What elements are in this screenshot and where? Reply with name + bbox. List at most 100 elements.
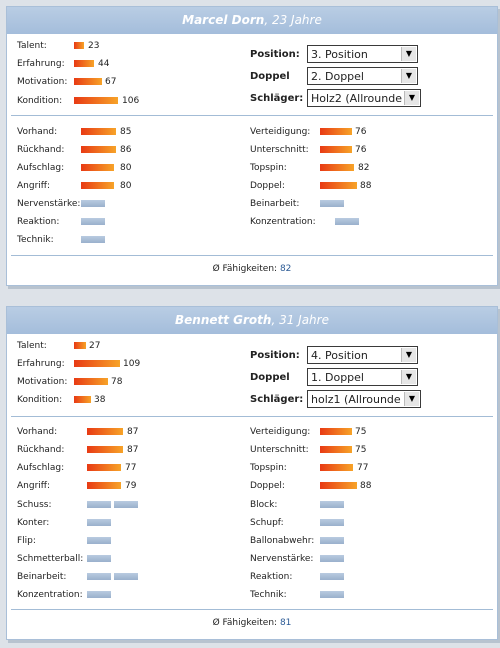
skill-row: Vorhand: 85 [17, 126, 237, 138]
skill-bar-hidden [87, 519, 111, 526]
skill-value: 85 [120, 127, 132, 137]
skill-label: Vorhand: [17, 127, 58, 137]
chevron-down-icon: ▼ [401, 348, 416, 362]
skill-row: Block: [250, 499, 490, 511]
skill-value: 75 [355, 445, 367, 455]
skill-bar [320, 464, 353, 471]
stat-row: Erfahrung: 109 [17, 358, 217, 370]
skill-value: 80 [120, 181, 132, 191]
skill-bar-hidden [320, 573, 344, 580]
skill-label: Schupf: [250, 518, 284, 528]
skill-label: Reaktion: [17, 217, 60, 227]
skill-label: Unterschnitt: [250, 145, 309, 155]
skill-row: Ballonabwehr: [250, 535, 490, 547]
skill-bar-hidden [87, 537, 111, 544]
skill-bar-hidden [81, 218, 105, 225]
stat-value: 38 [94, 395, 106, 405]
skill-row: Aufschlag: 80 [17, 162, 237, 174]
skill-label: Topspin: [250, 463, 287, 473]
skill-row: Technik: [17, 234, 237, 246]
stat-label: Motivation: [17, 377, 68, 387]
skill-label: Beinarbeit: [17, 572, 67, 582]
skill-row: Beinarbeit: [250, 198, 490, 210]
skill-bar [87, 464, 121, 471]
skill-bar [320, 128, 352, 135]
doppel-select-value: 1. Doppel [311, 371, 364, 384]
player-card: Marcel Dorn, 23 Jahre Talent: 23 Erfahru… [6, 6, 498, 286]
skill-value: 88 [360, 181, 372, 191]
player-header: Marcel Dorn, 23 Jahre [7, 7, 497, 34]
stat-row: Kondition: 106 [17, 95, 217, 107]
skill-bar-hidden [320, 537, 344, 544]
skill-value: 87 [127, 427, 139, 437]
skill-row: Unterschnitt: 76 [250, 144, 490, 156]
skill-row: Verteidigung: 76 [250, 126, 490, 138]
skill-bar [320, 146, 352, 153]
skill-row: Reaktion: [17, 216, 237, 228]
player-card: Bennett Groth, 31 Jahre Talent: 27 Erfah… [6, 306, 498, 640]
skill-label: Flip: [17, 536, 36, 546]
schlaeger-select[interactable]: Holz2 (Allrounde ▼ [307, 89, 421, 107]
skill-label: Vorhand: [17, 427, 58, 437]
skill-bar [320, 446, 352, 453]
skill-row: Rückhand: 86 [17, 144, 237, 156]
skill-row: Nervenstärke: [17, 198, 237, 210]
skill-label: Doppel: [250, 181, 285, 191]
skill-bar [320, 428, 352, 435]
skill-row: Konzentration: [17, 589, 237, 601]
skill-row: Aufschlag: 77 [17, 462, 237, 474]
stat-row: Kondition: 38 [17, 394, 217, 406]
player-age: , 31 Jahre [271, 313, 329, 327]
player-name: Marcel Dorn [182, 13, 265, 27]
schlaeger-select[interactable]: holz1 (Allrounde ▼ [307, 390, 421, 408]
skill-label: Unterschnitt: [250, 445, 309, 455]
position-select[interactable]: 3. Position ▼ [307, 45, 418, 63]
skill-bar-hidden [320, 501, 344, 508]
skill-value: 82 [358, 163, 370, 173]
average-skills: Ø Fähigkeiten: 82 [7, 264, 497, 274]
skill-row: Schupf: [250, 517, 490, 529]
skill-label: Schuss: [17, 500, 52, 510]
stat-bar [74, 78, 102, 85]
stat-label: Kondition: [17, 395, 63, 405]
skill-bar [81, 164, 114, 171]
skill-label: Beinarbeit: [250, 199, 300, 209]
skill-bar [87, 482, 121, 489]
skill-row: Technik: [250, 589, 490, 601]
position-label: Position: [250, 350, 300, 361]
stat-label: Talent: [17, 41, 47, 51]
skill-label: Nervenstärke: [17, 199, 81, 209]
position-select[interactable]: 4. Position ▼ [307, 346, 418, 364]
skill-label: Verteidigung: [250, 427, 311, 437]
skill-label: Schmetterball: [17, 554, 84, 564]
skill-value: 76 [355, 145, 367, 155]
skill-value: 76 [355, 127, 367, 137]
skill-row: Topspin: 82 [250, 162, 490, 174]
skill-value: 88 [360, 481, 372, 491]
doppel-label: Doppel [250, 372, 290, 383]
skill-label: Technik: [17, 235, 54, 245]
skill-row: Konzentration: [250, 216, 490, 228]
skill-bar-hidden [87, 501, 111, 508]
skill-bar [320, 482, 357, 489]
skill-row: Doppel: 88 [250, 180, 490, 192]
section-divider [11, 255, 493, 256]
skill-label: Block: [250, 500, 278, 510]
skill-bar-hidden [114, 573, 138, 580]
skill-row: Doppel: 88 [250, 480, 490, 492]
skill-row: Schmetterball: [17, 553, 237, 565]
stat-bar [74, 60, 94, 67]
skill-bar [81, 146, 116, 153]
skill-bar-hidden [320, 591, 344, 598]
schlaeger-label: Schläger: [250, 394, 304, 405]
doppel-select[interactable]: 1. Doppel ▼ [307, 368, 418, 386]
stat-row: Erfahrung: 44 [17, 58, 217, 70]
section-divider [11, 416, 493, 417]
schlaeger-select-value: holz1 (Allrounde [311, 393, 401, 406]
stat-label: Kondition: [17, 96, 63, 106]
skill-label: Konzentration: [250, 217, 316, 227]
doppel-select[interactable]: 2. Doppel ▼ [307, 67, 418, 85]
schlaeger-select-value: Holz2 (Allrounde [311, 92, 402, 105]
skill-bar-hidden [87, 591, 111, 598]
skill-row: Reaktion: [250, 571, 490, 583]
